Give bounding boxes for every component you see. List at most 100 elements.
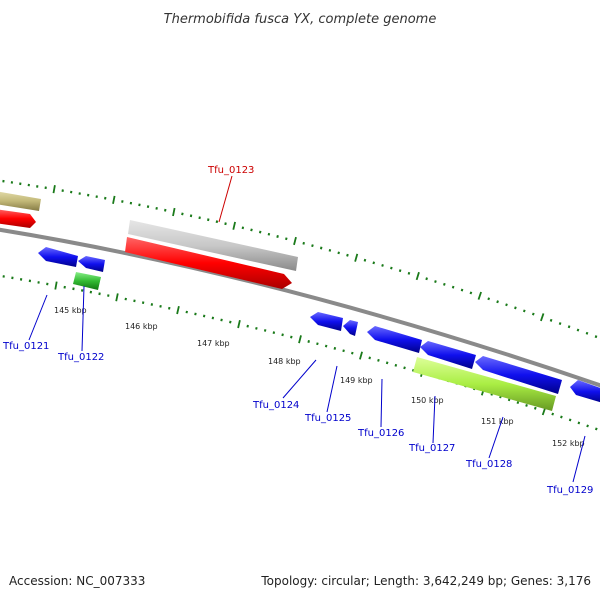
minor-tick (258, 230, 262, 234)
map-title: Thermobifida fusca YX, complete genome (164, 12, 437, 27)
feature-cds-tfu-0123 (125, 237, 292, 289)
major-tick (293, 236, 297, 246)
minor-tick (224, 222, 227, 226)
scale-label: 146 kbp (125, 322, 158, 331)
gene-label-tfu-0121: Tfu_0121 (2, 341, 49, 352)
scale-label: 148 kbp (268, 357, 301, 366)
minor-tick (333, 346, 337, 350)
minor-tick (72, 287, 75, 291)
minor-tick (124, 297, 127, 301)
minor-tick (89, 290, 93, 294)
minor-tick (150, 303, 154, 306)
feature-gray-tfu-0123 (128, 220, 298, 271)
minor-tick (505, 303, 508, 307)
major-tick (115, 293, 119, 302)
minor-tick (525, 404, 528, 407)
minor-tick (229, 320, 232, 324)
minor-tick (246, 324, 249, 328)
minor-tick (398, 269, 402, 273)
minor-tick (80, 289, 84, 292)
minor-tick (198, 216, 201, 220)
major-tick (237, 319, 241, 329)
minor-tick (496, 300, 499, 304)
major-tick (477, 291, 482, 300)
feature-green (73, 272, 101, 290)
minor-tick (316, 342, 319, 346)
gene-label-tfu-0126: Tfu_0126 (357, 428, 404, 439)
minor-tick (425, 277, 428, 281)
minor-tick (576, 328, 580, 332)
minor-tick (594, 335, 598, 339)
minor-tick (98, 292, 101, 296)
minor-tick (337, 251, 340, 255)
feature-cds-tfu-0121 (38, 247, 78, 267)
minor-tick (385, 361, 389, 365)
minor-tick (549, 318, 553, 322)
minor-tick (168, 306, 171, 310)
scale-label: 149 kbp (340, 376, 373, 385)
minor-tick (558, 322, 562, 326)
minor-tick (255, 326, 258, 330)
gene-label-tfu-0128: Tfu_0128 (465, 459, 512, 470)
minor-tick (328, 248, 332, 252)
minor-tick (202, 314, 206, 318)
major-tick (54, 281, 58, 290)
scale-label: 150 kbp (411, 396, 444, 405)
minor-tick (585, 331, 589, 335)
minor-tick (460, 288, 464, 292)
genome-backbone (0, 227, 600, 388)
minor-tick (207, 218, 210, 222)
minor-tick (311, 244, 314, 248)
gene-label-tfu-0122: Tfu_0122 (57, 352, 104, 363)
accession-text: Accession: NC_007333 (9, 574, 146, 588)
feature-cds-tfu-0126 (367, 326, 422, 353)
callout-line-tfu-0123 (218, 175, 233, 223)
minor-tick (351, 351, 354, 355)
minor-tick (285, 237, 288, 241)
minor-tick (434, 280, 437, 283)
scale-label: 152 kbp (552, 439, 585, 448)
feature-cds-tfu-0127 (420, 341, 476, 369)
minor-tick (577, 421, 581, 425)
minor-tick (443, 282, 446, 286)
major-tick (540, 313, 545, 322)
minor-tick (487, 297, 491, 301)
minor-tick (121, 200, 124, 203)
feature-cds-tfu-0125 (343, 320, 358, 336)
minor-tick (281, 333, 284, 337)
feature-olive (0, 191, 41, 211)
feature-cds-tfu-0124 (310, 312, 343, 331)
minor-tick (302, 241, 305, 245)
minor-tick (189, 214, 193, 218)
minor-tick (155, 206, 158, 210)
minor-tick (272, 331, 276, 335)
minor-tick (319, 246, 323, 250)
minor-tick (194, 312, 197, 316)
minor-tick (568, 418, 572, 422)
minor-tick (390, 266, 393, 270)
minor-tick (164, 208, 167, 212)
scale-label: 147 kbp (197, 339, 230, 348)
minor-tick (363, 258, 367, 262)
minor-tick (411, 368, 415, 372)
minor-tick (211, 316, 215, 320)
minor-tick (342, 349, 345, 353)
minor-tick (133, 299, 136, 303)
feature-red-left (0, 209, 36, 228)
minor-tick (531, 312, 535, 316)
major-tick (232, 221, 236, 230)
minor-tick (394, 363, 398, 367)
scale-label: 151 kbp (481, 417, 514, 426)
major-tick (112, 195, 116, 204)
major-tick (52, 185, 56, 194)
minor-tick (522, 309, 526, 313)
minor-tick (241, 226, 245, 230)
minor-tick (159, 304, 162, 308)
minor-tick (141, 301, 145, 305)
minor-tick (377, 358, 380, 362)
major-tick (176, 305, 180, 315)
minor-tick (215, 220, 219, 224)
minor-tick (263, 329, 267, 332)
summary-text: Topology: circular; Length: 3,642,249 bp… (261, 574, 591, 588)
minor-tick (469, 291, 473, 295)
